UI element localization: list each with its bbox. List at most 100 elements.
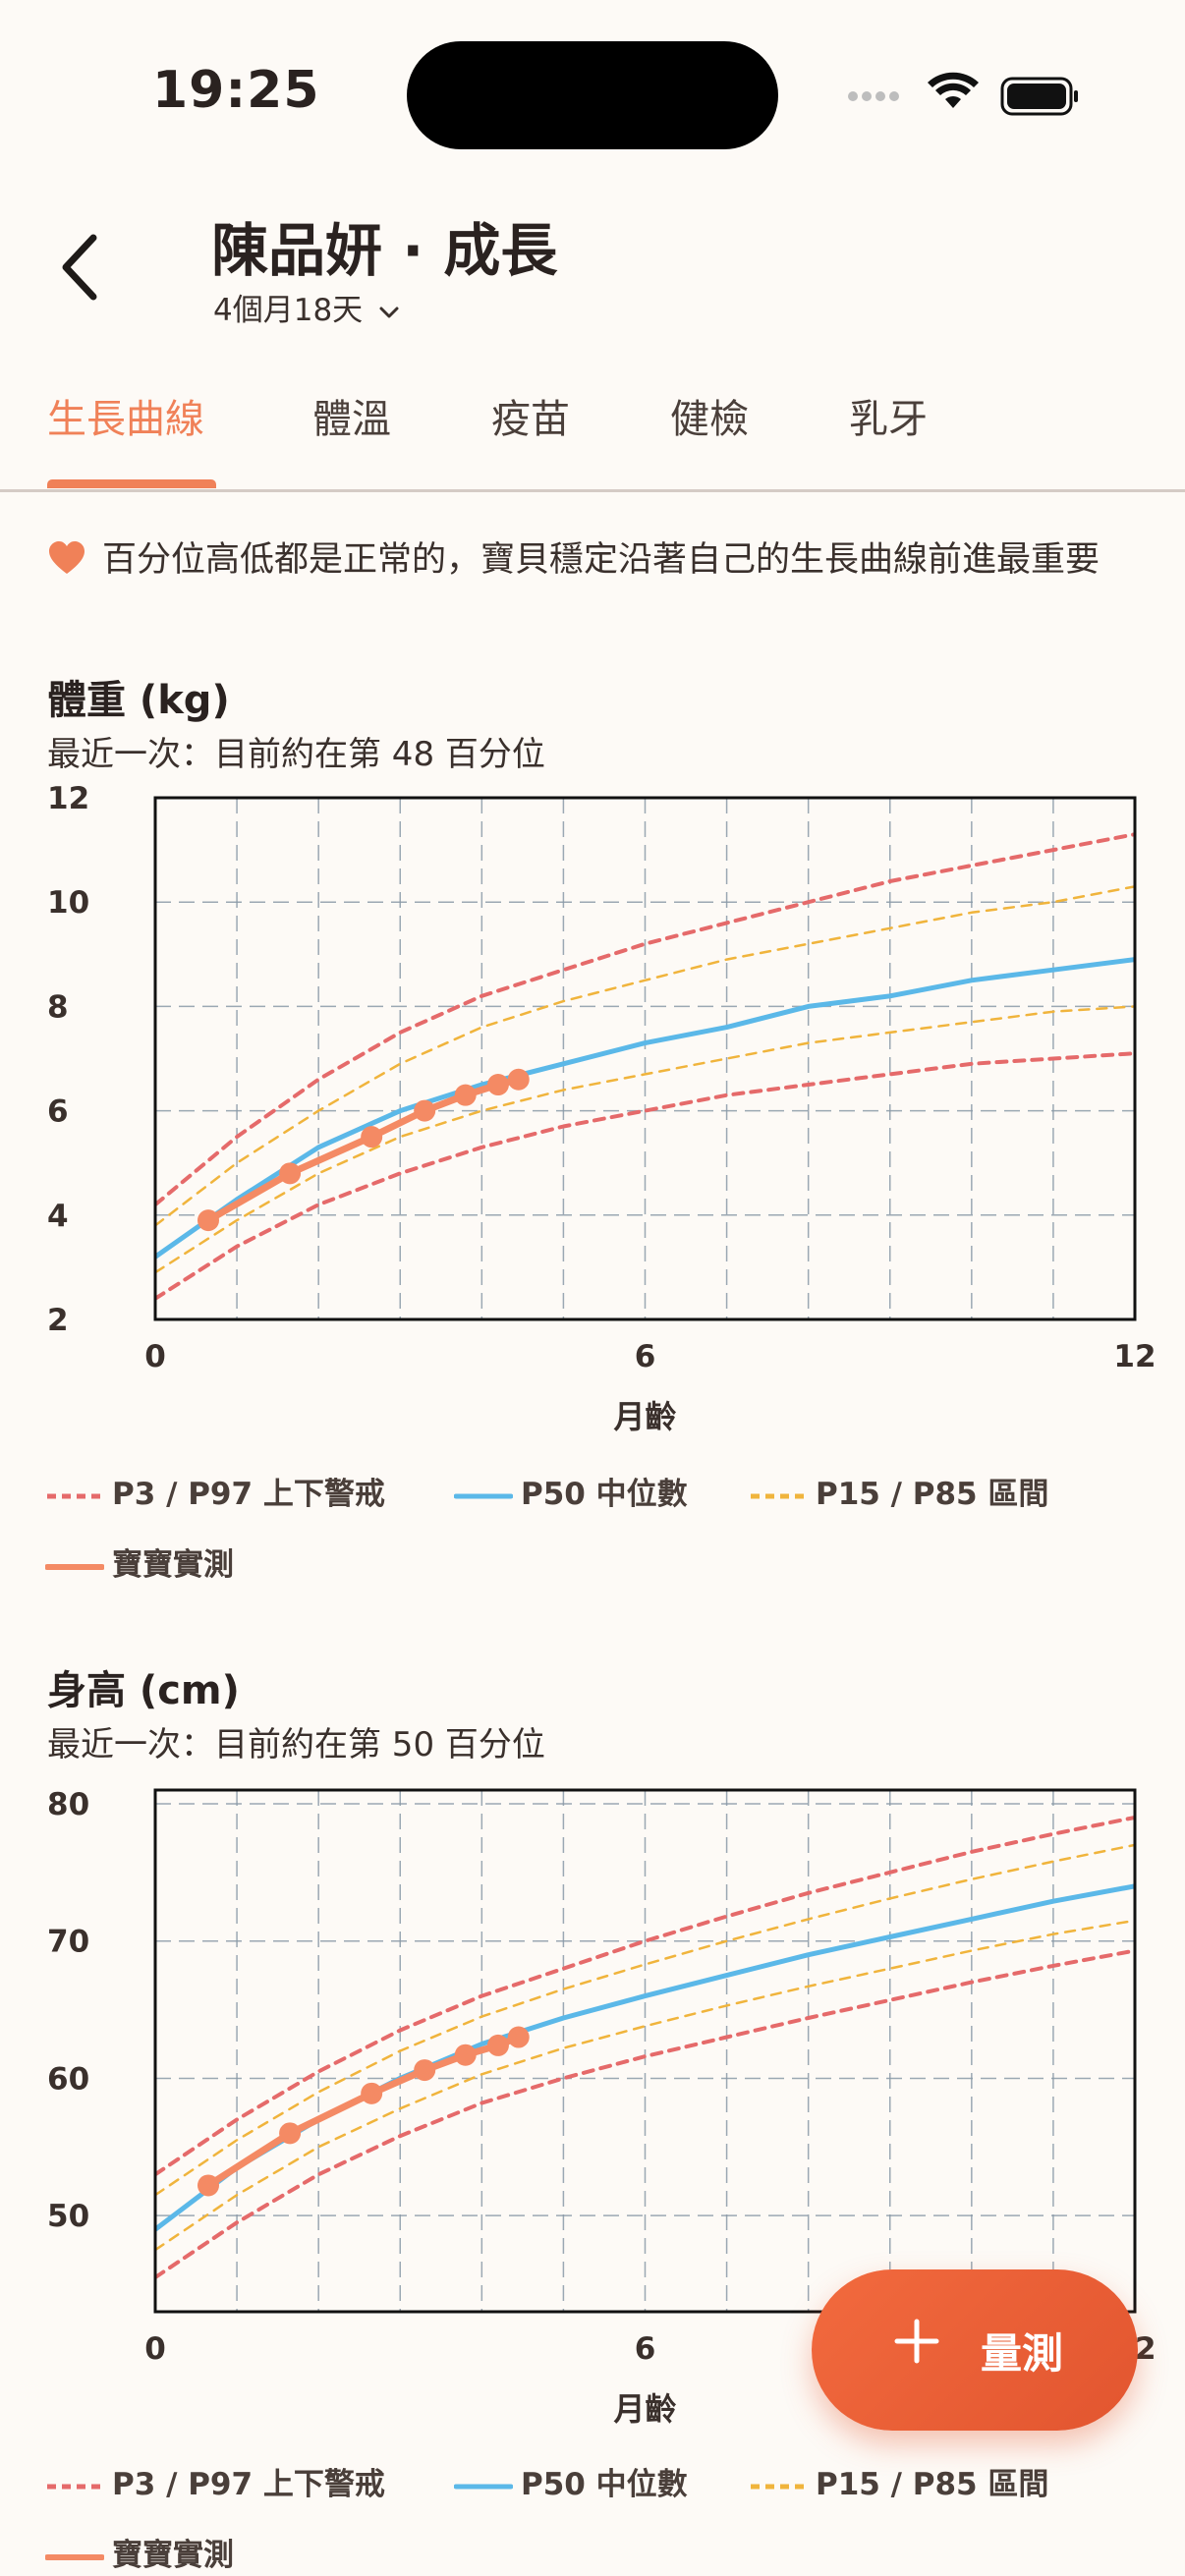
height-series-p97-line: [155, 1815, 1135, 2177]
chevron-left-icon: [62, 234, 97, 301]
weight-subtitle: 最近一次：目前約在第 48 百分位: [47, 735, 545, 774]
height-measurement-point[interactable]: [361, 2082, 383, 2104]
fab-label: 量測: [981, 2329, 1064, 2378]
measure-fab-button[interactable]: 量測: [812, 2269, 1138, 2431]
weight-y-tick-label: 10: [47, 885, 89, 921]
height-series-p3-line: [155, 1948, 1135, 2280]
solid-line-icon: [44, 1563, 105, 1570]
legend-p15p85: P15 / P85 區間: [749, 1469, 1048, 1513]
tab-baby-teeth[interactable]: 乳牙: [849, 397, 928, 442]
height-plot-frame: [153, 1788, 1137, 2314]
weight-grid: [155, 797, 1135, 1320]
legend-p50-label: P50 中位數: [521, 1477, 688, 1512]
height-subtitle: 最近一次：目前約在第 50 百分位: [47, 1725, 545, 1764]
height-y-tick-label: 70: [47, 1925, 89, 1960]
tab-temperature[interactable]: 體溫: [312, 397, 391, 442]
legend-p50: P50 中位數: [453, 1469, 688, 1513]
status-time: 19:25: [152, 61, 320, 120]
legend-p50: P50 中位數: [453, 2459, 688, 2503]
weight-series: [155, 832, 1135, 1301]
weight-y-tick-label: 6: [47, 1094, 69, 1130]
legend-p3p97: P3 / P97 上下警戒: [45, 2459, 385, 2503]
dynamic-island: [407, 41, 778, 149]
chevron-down-icon: [379, 307, 399, 317]
legend-actual: 寶寶實測: [44, 2530, 234, 2574]
weight-title: 體重 (kg): [47, 678, 230, 723]
weight-measurement-point[interactable]: [279, 1162, 302, 1185]
back-button[interactable]: [44, 216, 123, 314]
dashed-line-icon: [751, 2484, 806, 2489]
plus-icon: [894, 2319, 939, 2364]
weight-measurement-point[interactable]: [414, 1099, 436, 1122]
height-y-tick-label: 60: [47, 2061, 89, 2097]
weight-y-tick-label: 8: [47, 989, 69, 1025]
weight-chart: 2 4 6 8 10 12 0 6 12 月齡: [47, 781, 1157, 1434]
weight-x-tick-label: 12: [1113, 1339, 1156, 1374]
weight-series-p15-line: [155, 1005, 1135, 1274]
page-title: 陳品妍 · 成長: [211, 217, 558, 284]
tab-vaccine[interactable]: 疫苗: [491, 397, 570, 442]
weight-series-p3-line: [155, 1051, 1135, 1301]
legend-p50-label: P50 中位數: [521, 2467, 688, 2502]
height-chart: 506070800612月齡: [47, 1787, 1157, 2427]
tab-bar: 生長曲線 體溫 疫苗 健檢 乳牙: [0, 373, 1185, 492]
weight-series-p50-line: [155, 957, 1135, 1260]
solid-line-icon: [453, 1493, 514, 1498]
weight-measurement-point[interactable]: [198, 1209, 220, 1232]
solid-line-icon: [44, 2553, 105, 2560]
height-measurement-point[interactable]: [454, 2044, 477, 2066]
height-y-tick-label: 80: [47, 1787, 89, 1822]
weight-x-tick-label: 6: [635, 1339, 656, 1374]
dashed-line-icon: [47, 1493, 102, 1498]
weight-measurement-point[interactable]: [507, 1068, 530, 1091]
wifi-icon: [928, 72, 979, 108]
battery-icon: [1000, 77, 1078, 116]
weight-x-tick-label: 0: [144, 1339, 166, 1374]
legend-p15p85-label: P15 / P85 區間: [816, 2467, 1049, 2502]
height-measurement-point[interactable]: [507, 2026, 530, 2048]
height-grid: [155, 1790, 1135, 2312]
solid-line-icon: [453, 2484, 514, 2489]
signal-icon: [848, 91, 899, 101]
legend-actual-label: 寶寶實測: [112, 2538, 234, 2573]
legend-p3p97-label: P3 / P97 上下警戒: [112, 1477, 385, 1512]
status-bar: 19:25: [0, 0, 1185, 187]
weight-x-axis-title: 月齡: [613, 1398, 676, 1434]
tab-indicator: [47, 479, 216, 488]
height-title: 身高 (cm): [47, 1668, 240, 1713]
legend-actual-label: 寶寶實測: [112, 1547, 234, 1583]
weight-series-p97-line: [155, 832, 1135, 1207]
status-icons: [848, 72, 1078, 116]
weight-measurement-point[interactable]: [454, 1084, 477, 1106]
height-x-tick-label: 6: [635, 2331, 656, 2367]
heart-icon: [49, 541, 85, 574]
height-series-p15-line: [155, 1919, 1135, 2252]
height-y-tick-label: 50: [47, 2199, 89, 2234]
height-series: [155, 1815, 1135, 2280]
dashed-line-icon: [751, 1493, 806, 1498]
dashed-line-icon: [47, 2484, 102, 2489]
legend-p15p85-label: P15 / P85 區間: [816, 1477, 1049, 1512]
weight-y-tick-label: 4: [47, 1199, 69, 1234]
age-selector[interactable]: 4個月18天: [213, 285, 400, 329]
height-measurement-point[interactable]: [198, 2174, 220, 2197]
height-measurement-point[interactable]: [414, 2059, 436, 2082]
height-measurement-point[interactable]: [279, 2122, 302, 2145]
weight-series-p85-line: [155, 885, 1135, 1227]
weight-measurement-point[interactable]: [486, 1074, 509, 1096]
legend-p3p97: P3 / P97 上下警戒: [45, 1469, 385, 1513]
height-x-tick-label: 0: [144, 2331, 166, 2367]
height-measurement-point[interactable]: [486, 2034, 509, 2056]
tab-checkup[interactable]: 健檢: [670, 397, 749, 442]
legend-p3p97-label: P3 / P97 上下警戒: [112, 2467, 385, 2502]
age-label: 4個月18天: [213, 293, 364, 328]
notice-text: 百分位高低都是正常的，寶貝穩定沿著自己的生長曲線前進最重要: [102, 540, 1100, 580]
legend-actual: 寶寶實測: [44, 1540, 234, 1584]
weight-y-tick-label: 2: [47, 1303, 69, 1338]
weight-y-tick-label: 12: [47, 781, 89, 816]
weight-plot-frame: [153, 796, 1137, 1321]
tab-growth-curve[interactable]: 生長曲線: [47, 397, 204, 442]
legend-p15p85: P15 / P85 區間: [749, 2459, 1048, 2503]
height-x-axis-title: 月齡: [613, 2390, 676, 2427]
weight-measurement-point[interactable]: [361, 1126, 383, 1148]
